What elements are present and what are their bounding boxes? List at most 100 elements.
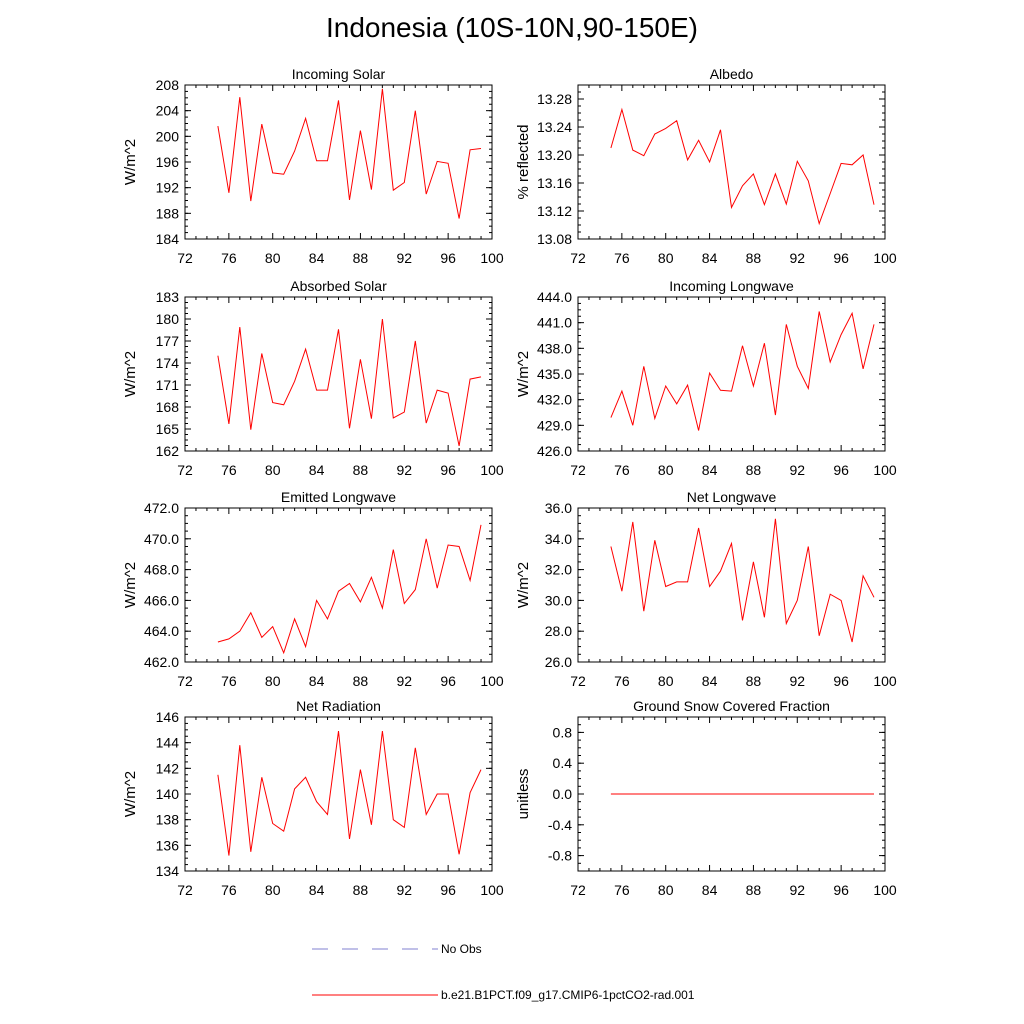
y-tick-label: 146 xyxy=(156,709,180,725)
y-tick-label: 204 xyxy=(156,103,180,119)
x-tick-label: 96 xyxy=(833,250,849,266)
x-tick-label: 76 xyxy=(614,673,630,689)
x-tick-label: 72 xyxy=(570,250,586,266)
y-tick-label: 13.12 xyxy=(537,203,572,219)
x-tick-label: 96 xyxy=(440,250,456,266)
y-tick-label: 200 xyxy=(156,128,180,144)
y-tick-label: 13.16 xyxy=(537,175,572,191)
y-tick-label: 0.4 xyxy=(553,755,573,771)
y-tick-label: 171 xyxy=(156,377,180,393)
y-tick-label: 192 xyxy=(156,180,180,196)
x-tick-label: 100 xyxy=(873,673,897,689)
y-tick-label: 180 xyxy=(156,311,180,327)
x-tick-label: 84 xyxy=(309,462,325,478)
x-tick-label: 92 xyxy=(396,882,412,898)
y-tick-label: 142 xyxy=(156,760,180,776)
x-tick-label: 88 xyxy=(746,250,762,266)
page-title: Indonesia (10S-10N,90-150E) xyxy=(325,12,698,43)
y-tick-label: 472.0 xyxy=(144,500,179,516)
chart-panel: Net Longwave W/m^2 72 76 80 84 88 92 96 100 26.0 28… xyxy=(515,489,897,689)
y-tick-label: 134 xyxy=(156,863,180,879)
x-tick-label: 80 xyxy=(658,250,674,266)
y-tick-label: 138 xyxy=(156,812,180,828)
x-tick-label: 80 xyxy=(265,250,281,266)
y-axis-label: W/m^2 xyxy=(515,562,532,608)
x-tick-label: 84 xyxy=(702,250,718,266)
x-tick-label: 96 xyxy=(833,882,849,898)
y-axis-label: % reflected xyxy=(515,124,532,199)
x-tick-label: 92 xyxy=(396,673,412,689)
x-tick-label: 84 xyxy=(702,882,718,898)
chart-title: Ground Snow Covered Fraction xyxy=(633,698,830,714)
x-tick-label: 88 xyxy=(353,250,369,266)
x-tick-label: 92 xyxy=(789,462,805,478)
x-tick-label: 72 xyxy=(177,673,193,689)
x-tick-label: 84 xyxy=(309,882,325,898)
y-tick-label: 183 xyxy=(156,289,180,305)
x-tick-label: 88 xyxy=(746,673,762,689)
x-tick-label: 92 xyxy=(789,673,805,689)
chart-title: Net Longwave xyxy=(687,489,777,505)
x-tick-label: 72 xyxy=(570,882,586,898)
y-tick-label: 165 xyxy=(156,421,180,437)
x-tick-label: 72 xyxy=(177,462,193,478)
plot-frame xyxy=(184,296,493,452)
x-tick-label: 92 xyxy=(396,250,412,266)
chart-title: Emitted Longwave xyxy=(281,489,396,505)
y-tick-label: 435.0 xyxy=(537,366,572,382)
x-tick-label: 96 xyxy=(440,673,456,689)
y-tick-label: 184 xyxy=(156,231,180,247)
y-tick-label: 32.0 xyxy=(545,562,572,578)
x-tick-label: 80 xyxy=(265,462,281,478)
y-axis-label: W/m^2 xyxy=(122,139,139,185)
x-tick-label: 88 xyxy=(746,462,762,478)
x-tick-label: 100 xyxy=(873,250,897,266)
x-tick-label: 84 xyxy=(309,673,325,689)
y-tick-label: 13.20 xyxy=(537,147,572,163)
y-tick-label: -0.8 xyxy=(548,848,572,864)
x-tick-label: 88 xyxy=(353,882,369,898)
y-tick-label: 188 xyxy=(156,205,180,221)
series-line xyxy=(217,731,482,856)
y-tick-label: 34.0 xyxy=(545,531,572,547)
y-axis-label: W/m^2 xyxy=(122,351,139,397)
plot-frame xyxy=(577,296,886,452)
series-line xyxy=(610,107,875,226)
chart-title: Albedo xyxy=(710,66,754,82)
y-tick-label: 136 xyxy=(156,837,180,853)
x-tick-label: 88 xyxy=(353,462,369,478)
x-tick-label: 84 xyxy=(309,250,325,266)
y-tick-label: 196 xyxy=(156,154,180,170)
y-tick-label: 30.0 xyxy=(545,592,572,608)
y-tick-label: 0.0 xyxy=(553,786,573,802)
series-line xyxy=(217,524,482,655)
chart-panel: Emitted Longwave W/m^2 72 76 80 84 88 92 96 100 46… xyxy=(122,489,504,689)
y-tick-label: 162 xyxy=(156,443,180,459)
x-tick-label: 80 xyxy=(265,673,281,689)
x-tick-label: 96 xyxy=(440,462,456,478)
chart-panel: Net Radiation W/m^2 72 76 80 84 88 92 96 100 134 13… xyxy=(122,698,504,898)
x-tick-label: 76 xyxy=(614,882,630,898)
series-line xyxy=(217,88,482,219)
x-tick-label: 100 xyxy=(873,462,897,478)
x-tick-label: 76 xyxy=(221,250,237,266)
x-tick-label: 76 xyxy=(614,250,630,266)
chart-panel: Albedo % reflected 72 76 80 84 88 92 96 100 13.08 1… xyxy=(515,66,897,266)
y-axis-label: unitless xyxy=(515,769,532,820)
x-tick-label: 92 xyxy=(789,250,805,266)
x-tick-label: 96 xyxy=(440,882,456,898)
chart-title: Absorbed Solar xyxy=(290,278,387,294)
series-line xyxy=(610,311,875,431)
plot-frame xyxy=(184,84,493,240)
x-tick-label: 88 xyxy=(746,882,762,898)
chart-panel: Incoming Solar W/m^2 72 76 80 84 88 92 96 100 184 1… xyxy=(122,66,504,266)
x-tick-label: 88 xyxy=(353,673,369,689)
y-tick-label: 26.0 xyxy=(545,654,572,670)
chart-panel: Incoming Longwave W/m^2 72 76 80 84 88 92 96 100 4… xyxy=(515,278,897,478)
y-tick-label: 140 xyxy=(156,786,180,802)
chart-panel: Absorbed Solar W/m^2 72 76 80 84 88 92 96 100 162 1… xyxy=(122,278,504,478)
chart-panel: Ground Snow Covered Fraction unitless 72 76… xyxy=(515,698,897,898)
y-axis-label: W/m^2 xyxy=(515,351,532,397)
x-tick-label: 76 xyxy=(221,673,237,689)
